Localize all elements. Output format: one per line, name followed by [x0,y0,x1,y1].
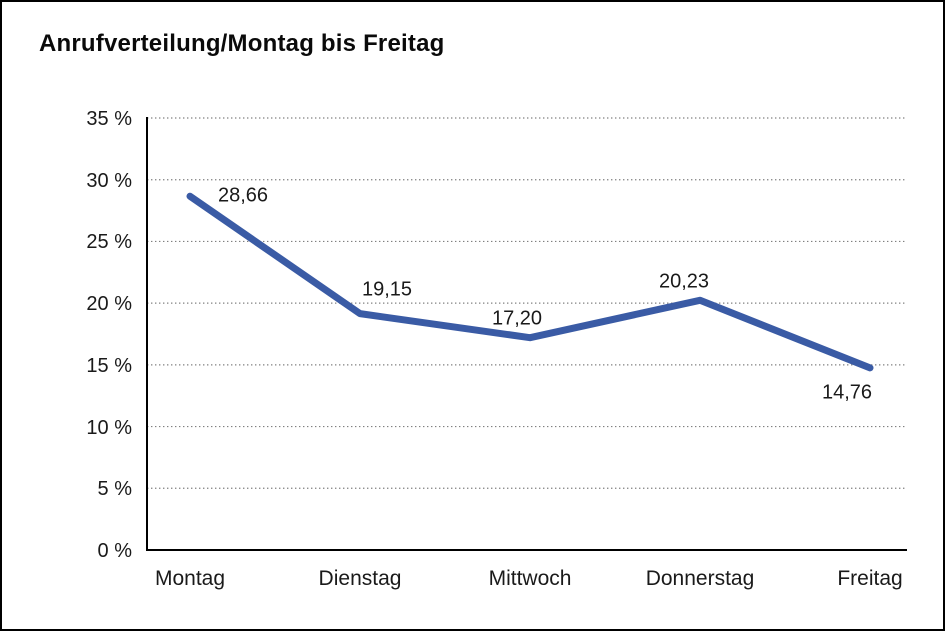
data-point-label: 17,20 [491,307,543,330]
x-tick-label: Montag [154,567,226,590]
x-tick-label: Donnerstag [645,567,755,590]
data-point-label: 19,15 [361,278,413,301]
y-tick-label: 10 % [86,416,132,439]
y-tick-label: 0 % [97,540,132,562]
data-point-label: 20,23 [658,270,710,293]
chart-title: Anrufverteilung/Montag bis Freitag [39,30,445,57]
y-tick-label: 35 % [86,108,132,130]
x-tick-label: Freitag [837,567,903,590]
y-tick-label: 30 % [86,169,132,192]
y-tick-label: 5 % [97,478,132,501]
data-point-label: 28,66 [217,184,269,207]
x-tick-label: Mittwoch [488,567,572,590]
y-tick-label: 15 % [86,354,132,377]
y-tick-label: 20 % [86,293,132,316]
y-tick-label: 25 % [86,231,132,254]
x-tick-label: Dienstag [318,567,402,590]
data-line [186,192,874,372]
data-point-label: 14,76 [821,381,873,404]
